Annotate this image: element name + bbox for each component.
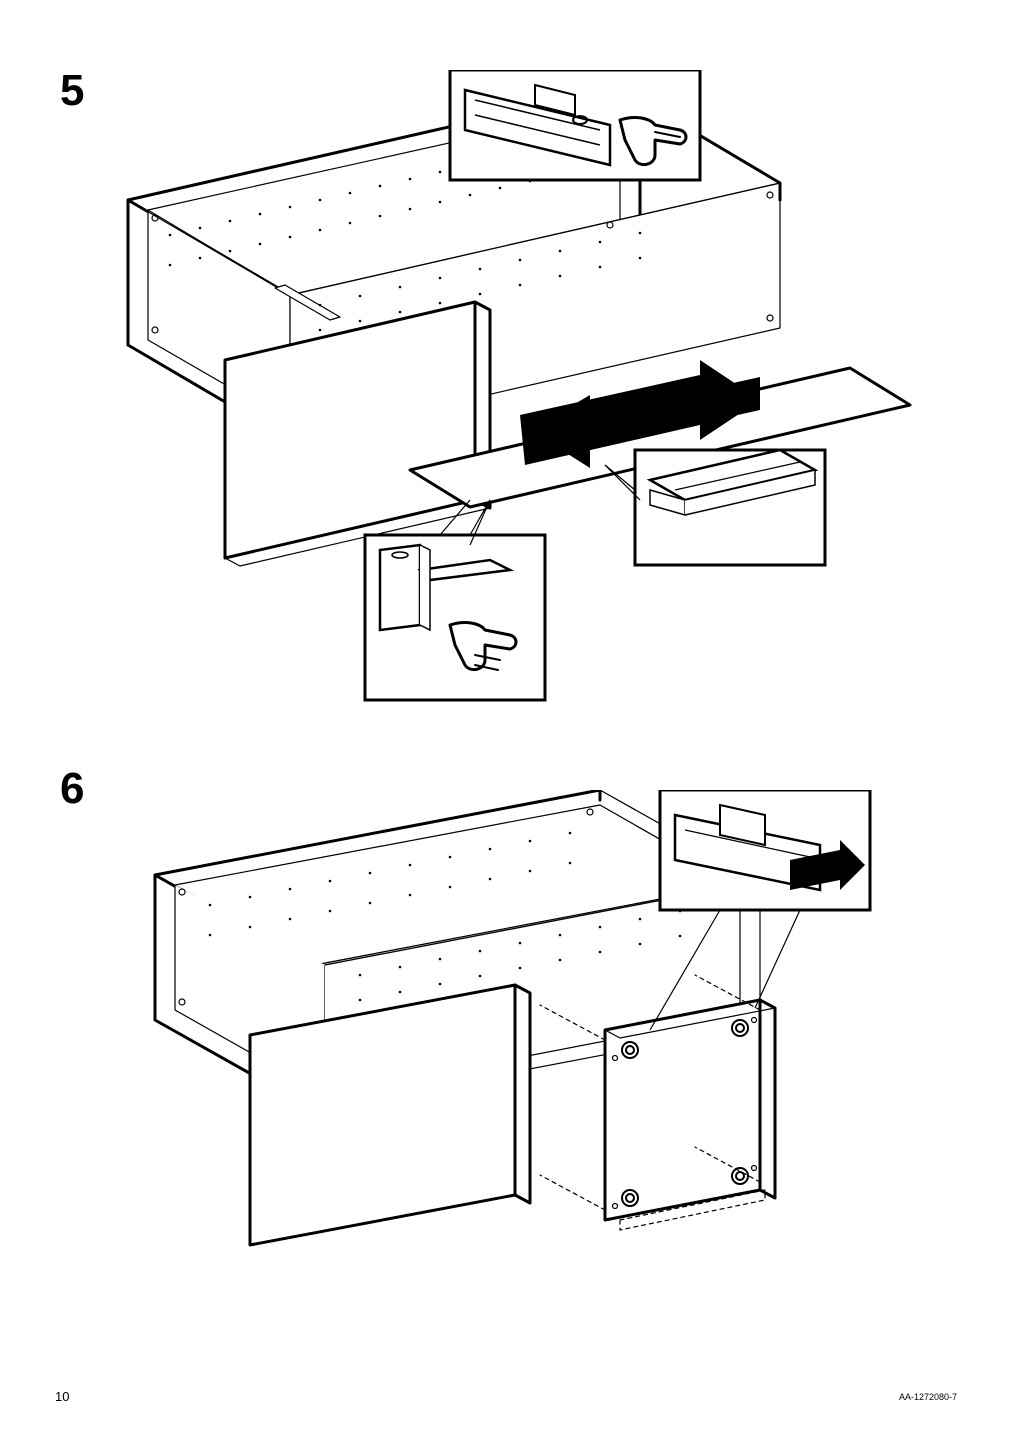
step-5-diagram	[80, 70, 920, 710]
page: 5	[0, 0, 1012, 1432]
document-id: AA-1272080-7	[899, 1392, 957, 1402]
step-6-number: 6	[60, 764, 84, 814]
step-6-diagram	[100, 790, 920, 1300]
page-number: 10	[55, 1389, 69, 1404]
